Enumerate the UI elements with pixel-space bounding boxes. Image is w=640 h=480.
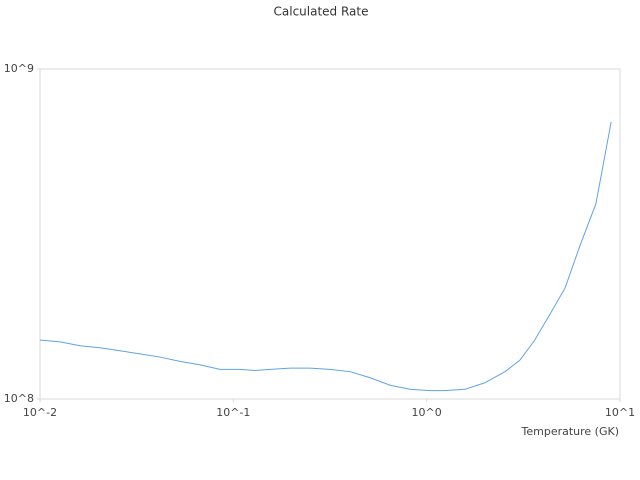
plot-area xyxy=(39,68,621,400)
x-tick-label: 10^-1 xyxy=(216,406,250,419)
line-series xyxy=(39,121,612,392)
x-tick-label: 10^-2 xyxy=(23,406,57,419)
y-tick-label: 10^8 xyxy=(4,392,34,405)
x-axis-label: Temperature (GK) xyxy=(521,425,620,438)
y-tick-label: 10^9 xyxy=(4,62,34,75)
x-tick-label: 10^1 xyxy=(605,406,635,419)
x-tick-label: 10^0 xyxy=(412,406,442,419)
chart-title: Calculated Rate xyxy=(274,5,369,19)
